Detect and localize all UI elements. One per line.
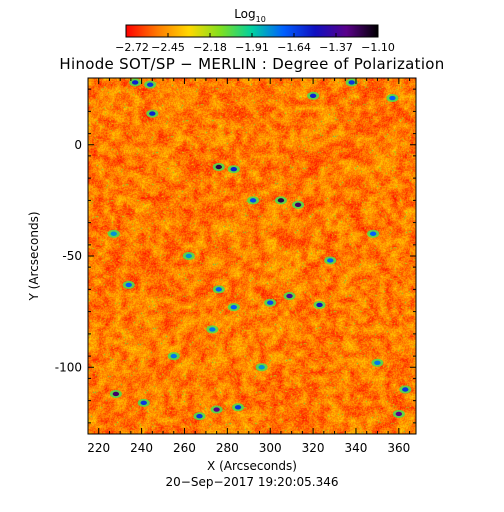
x-tick-label: 220	[87, 441, 110, 455]
polarization-patch	[213, 407, 220, 412]
observation-date: 20−Sep−2017 19:20:05.346	[166, 475, 339, 489]
polarization-patch	[185, 253, 192, 259]
polarization-patch	[309, 93, 317, 99]
polarization-patch	[170, 353, 177, 359]
polarization-patch	[294, 202, 302, 208]
x-tick-label: 340	[345, 441, 368, 455]
y-tick-label: -50	[62, 249, 82, 263]
y-axis-label: Y (Arcseconds)	[27, 211, 41, 301]
polarization-patch	[249, 198, 257, 203]
polarization-patch	[395, 411, 403, 417]
polarization-patch	[277, 198, 285, 203]
polarization-patch	[234, 405, 242, 410]
polarization-patch	[348, 80, 355, 85]
x-tick-label: 280	[216, 441, 239, 455]
colorbar-ticks	[125, 33, 379, 37]
y-tick-label: -100	[55, 360, 82, 374]
x-axis: 220 240 260 280 300 320 340 360	[87, 78, 410, 455]
polarization-patch	[140, 400, 147, 406]
polarization-patch	[146, 82, 154, 87]
polarization-heatmap	[88, 78, 416, 434]
polarization-patch	[215, 287, 222, 292]
y-tick-label: 0	[74, 138, 82, 152]
polarization-patch	[230, 167, 237, 172]
polarization-patch	[389, 95, 396, 101]
polarization-patch	[131, 80, 139, 85]
polarization-patch	[149, 111, 156, 116]
colorbar-tick-label: −1.37	[319, 41, 353, 54]
polarization-patch	[258, 365, 265, 370]
polarization-patch	[369, 231, 377, 236]
polarization-patch	[267, 300, 274, 305]
colorbar-tick-label: −1.10	[361, 41, 395, 54]
polarization-patch	[112, 391, 120, 397]
colorbar-tick-label: −2.18	[193, 41, 227, 54]
polarization-patch	[402, 387, 409, 392]
chart-title: Hinode SOT/SP − MERLIN : Degree of Polar…	[59, 55, 444, 73]
polarization-patch	[215, 164, 222, 170]
colorbar-tick-labels: −2.72 −2.45 −2.18 −1.91 −1.64 −1.37 −1.10	[115, 41, 395, 54]
high-polarization-patches	[107, 78, 412, 421]
colorbar-tick-label: −2.72	[115, 41, 149, 54]
x-tick-label: 300	[259, 441, 282, 455]
polarization-patch	[316, 302, 323, 308]
x-axis-label: X (Arcseconds)	[207, 459, 297, 473]
plot-clip-group	[88, 78, 416, 434]
x-tick-label: 360	[387, 441, 410, 455]
polarization-patch	[286, 293, 293, 299]
polarization-patch	[230, 304, 237, 310]
polarization-patch	[209, 327, 216, 332]
colorbar-title: Log10	[234, 7, 266, 24]
x-tick-label: 320	[302, 441, 325, 455]
colorbar-tick-label: −1.64	[277, 41, 311, 54]
colorbar-tick-label: −2.45	[151, 41, 185, 54]
polarization-patch	[196, 414, 203, 419]
polarization-patch	[374, 360, 381, 365]
polarization-patch	[110, 231, 117, 236]
polarization-patch	[125, 282, 132, 288]
colorbar-tick-label: −1.91	[235, 41, 269, 54]
polarization-patch	[327, 258, 334, 263]
y-axis: 0 -50 -100	[55, 88, 416, 424]
x-tick-label: 240	[130, 441, 153, 455]
x-tick-label: 260	[173, 441, 196, 455]
